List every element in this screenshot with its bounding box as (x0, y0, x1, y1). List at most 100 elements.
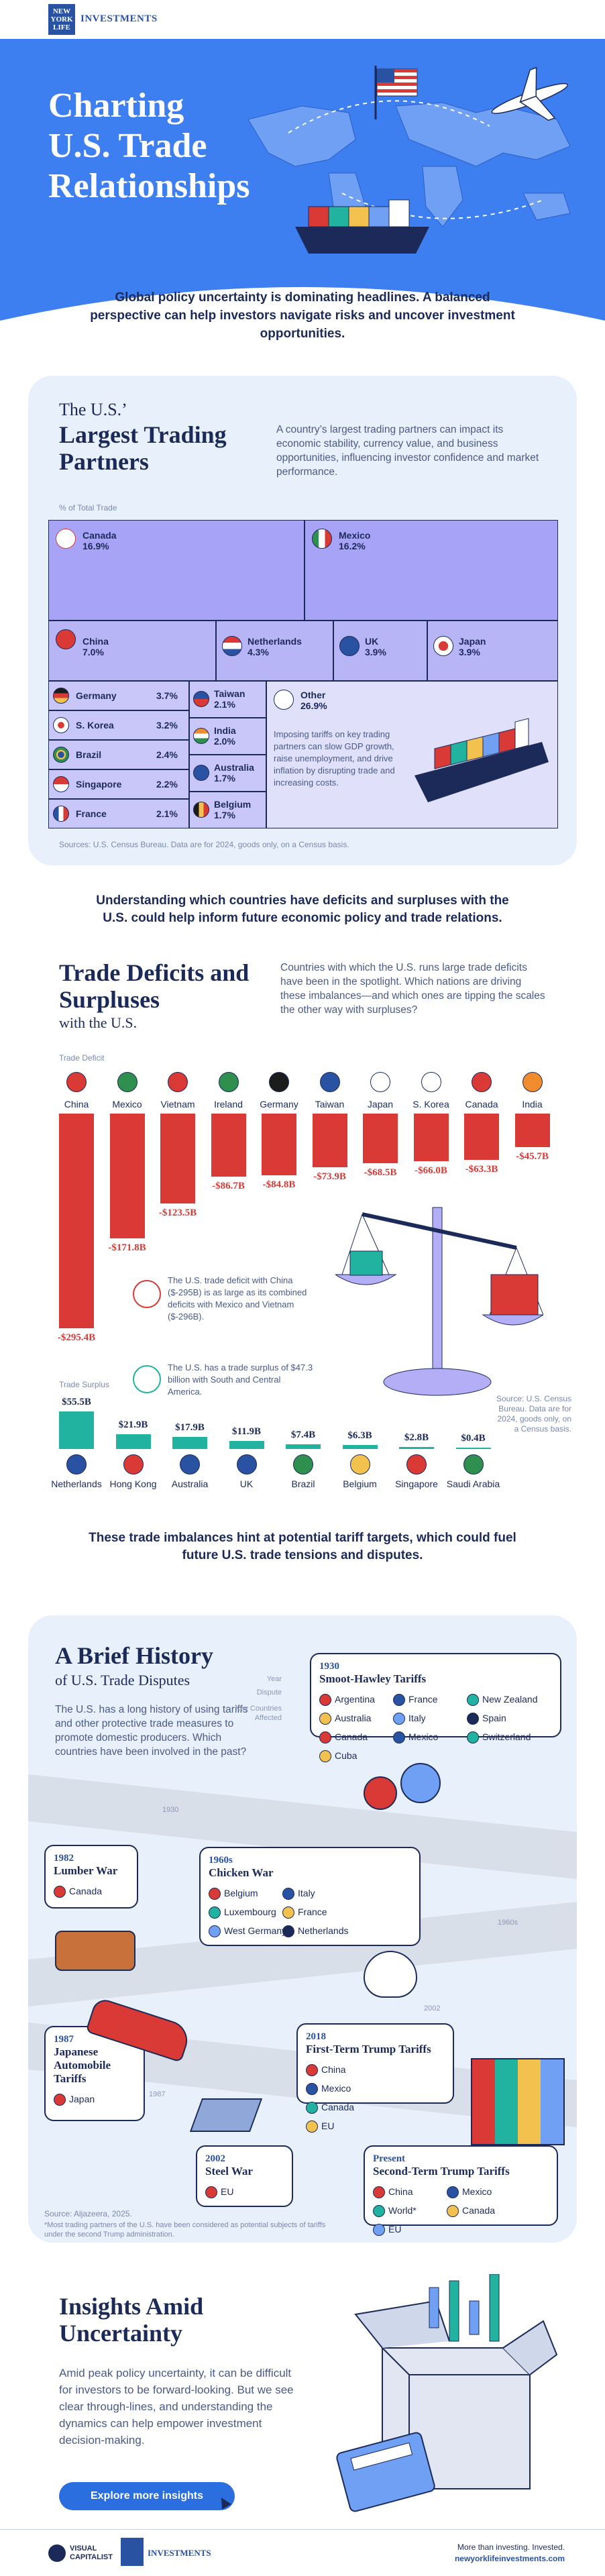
treemap-name-mexico: Mexico (339, 530, 371, 541)
treemap-pct-s-korea: 3.2% (156, 720, 178, 731)
surplus-bar[interactable] (286, 1444, 321, 1449)
country-flag-icon (306, 2121, 318, 2133)
event-year-2002: 2002 (205, 2153, 225, 2164)
deficit-country-label: India (522, 1099, 543, 1110)
event-year-1930: 1930 (319, 1661, 339, 1672)
treemap-cell-belgium[interactable]: Belgium 1.7% (189, 792, 266, 828)
event-card-1987[interactable]: 1987 Japanese Automobile Tariffs Japan (44, 2026, 145, 2121)
surplus-value-label: $6.3B (347, 1430, 372, 1441)
legend-year: Year (266, 1675, 282, 1683)
deficit-country-label: Japan (367, 1099, 394, 1110)
treemap-cell-uk[interactable]: UK 3.9% (333, 621, 427, 681)
event-card-2002[interactable]: 2002 Steel War EU (196, 2145, 293, 2207)
treemap-cell-singapore[interactable]: Singapore 2.2% (48, 769, 189, 799)
deficit-bar[interactable] (211, 1114, 246, 1177)
country-chip: Italy (393, 1710, 467, 1729)
deficit-bar[interactable] (109, 1114, 145, 1239)
deficit-bar[interactable] (59, 1114, 94, 1328)
country-flag-icon (373, 2186, 385, 2199)
surplus-country-label: Netherlands (51, 1479, 102, 1489)
deficit-bar[interactable] (262, 1114, 296, 1175)
country-name: Argentina (335, 1694, 375, 1705)
footer-url[interactable]: newyorklifeinvestments.com (454, 2554, 565, 2563)
new-york-life-logo[interactable]: NEW YORK LIFE (48, 4, 75, 35)
deficit-bar[interactable] (464, 1114, 499, 1160)
deficit-bar[interactable] (413, 1114, 449, 1162)
treemap-cell-netherlands[interactable]: Netherlands 4.3% (216, 621, 333, 681)
country-flag-icon (467, 1694, 479, 1707)
surplus-country-label: Belgium (343, 1479, 377, 1489)
country-name: France (298, 1907, 327, 1917)
surplus-bar[interactable] (399, 1447, 434, 1449)
country-chip: Mexico (306, 2080, 380, 2099)
surplus-bar[interactable] (172, 1436, 207, 1449)
country-flag-icon (467, 1731, 479, 1744)
france-flag-icon (53, 806, 69, 822)
event-card-1982[interactable]: 1982 Lumber War Canada (44, 1845, 138, 1909)
treemap-cell-taiwan[interactable]: Taiwan 2.1% (189, 681, 266, 718)
treemap-cell-s-korea[interactable]: S. Korea 3.2% (48, 710, 189, 740)
surplus-value-label: $11.9B (232, 1426, 261, 1437)
deficit-country-label: Taiwan (315, 1099, 345, 1110)
country-chip: Argentina (319, 1691, 393, 1710)
surplus-bar[interactable] (115, 1434, 151, 1449)
hero-title-line-2: U.S. Trade (48, 127, 207, 165)
history-source: Source: Aljazeera, 2025. (44, 2209, 132, 2218)
balances-description: Countries with which the U.S. runs large… (280, 962, 545, 1016)
uk-flag-icon (339, 636, 360, 656)
insights-body: Amid peak policy uncertainty, it can be … (59, 2367, 294, 2447)
history-section: 1930 1960s 1982 1987 2002 2018 A Brief H… (28, 1615, 577, 2243)
event-card-1960s[interactable]: 1960s Chicken War Belgium Italy Luxembourg… (199, 1847, 421, 1946)
steel-beams-icon (189, 2098, 263, 2132)
treemap-cell-france[interactable]: France 2.1% (48, 799, 189, 828)
country-flag-icon (393, 1731, 405, 1744)
event-card-1930[interactable]: 1930 Smoot-Hawley Tariffs Argentina Franc… (310, 1653, 561, 1763)
treemap-pct-japan: 3.9% (459, 647, 480, 657)
event-countries-1987: Japan (54, 2091, 135, 2110)
balances-source: Source: U.S. Census Bureau. Data are for… (496, 1394, 571, 1434)
country-flag-icon (373, 2205, 385, 2218)
country-name: Australia (335, 1713, 372, 1723)
treemap-cell-brazil[interactable]: Brazil 2.4% (48, 740, 189, 769)
treemap-cell-germany[interactable]: Germany 3.7% (48, 681, 189, 710)
treemap-cell-australia[interactable]: Australia 1.7% (189, 755, 266, 792)
deficit-value-label: -$123.5B (158, 1207, 197, 1218)
country-flag-icon (282, 1907, 294, 1919)
treemap-name-japan: Japan (459, 636, 486, 647)
explore-insights-button[interactable]: Explore more insights (59, 2482, 235, 2510)
treemap-name-france: France (76, 808, 107, 819)
surplus-bar[interactable] (59, 1411, 94, 1449)
treemap-cell-canada[interactable]: Canada 16.9% (48, 520, 305, 621)
gear-icon (400, 1763, 441, 1803)
surplus-bar[interactable] (455, 1448, 491, 1449)
surplus-country-label: Singapore (395, 1479, 438, 1489)
event-card-present[interactable]: Present Second-Term Trump Tariffs China M… (364, 2145, 558, 2237)
deficit-bar[interactable] (514, 1114, 550, 1147)
country-flag-icon (209, 1907, 221, 1919)
event-card-2018[interactable]: 2018 First-Term Trump Tariffs China Mexic… (296, 2023, 454, 2133)
visual-capitalist-logo[interactable]: VISUAL CAPITALIST (70, 2544, 113, 2562)
treemap-cell-japan[interactable]: Japan 3.9% (427, 621, 558, 681)
event-countries-2002: EU (205, 2184, 284, 2202)
surplus-bar[interactable] (342, 1444, 378, 1449)
deficit-bar[interactable] (160, 1114, 195, 1203)
surplus-flag-icon (349, 1454, 370, 1474)
deficit-bar[interactable] (312, 1114, 347, 1168)
australia-flag-icon (193, 765, 209, 781)
deficit-flag-icon (370, 1072, 390, 1092)
surplus-bar[interactable] (229, 1440, 264, 1449)
treemap-cell-china[interactable]: China 7.0% (48, 621, 216, 681)
new-york-life-footer-logo[interactable] (121, 2538, 144, 2566)
surplus-flag-icon (293, 1454, 313, 1474)
treemap-cell-mexico[interactable]: Mexico 16.2% (305, 520, 558, 621)
treemap-cell-india[interactable]: India 2.0% (189, 718, 266, 755)
treemap-cell-other[interactable]: Other 26.9% Imposing tariffs on key tradi… (266, 681, 558, 828)
partners-heading: Largest Trading Partners (59, 421, 227, 475)
deficit-bar[interactable] (363, 1114, 398, 1164)
chicken-icon (364, 1951, 417, 1998)
brand-name: INVESTMENTS (80, 13, 158, 24)
deficit-country-label: Ireland (214, 1099, 243, 1110)
road-year-1960s: 1960s (498, 1919, 518, 1927)
country-chip: Canada (306, 2099, 380, 2118)
country-flag-icon (467, 1713, 479, 1725)
